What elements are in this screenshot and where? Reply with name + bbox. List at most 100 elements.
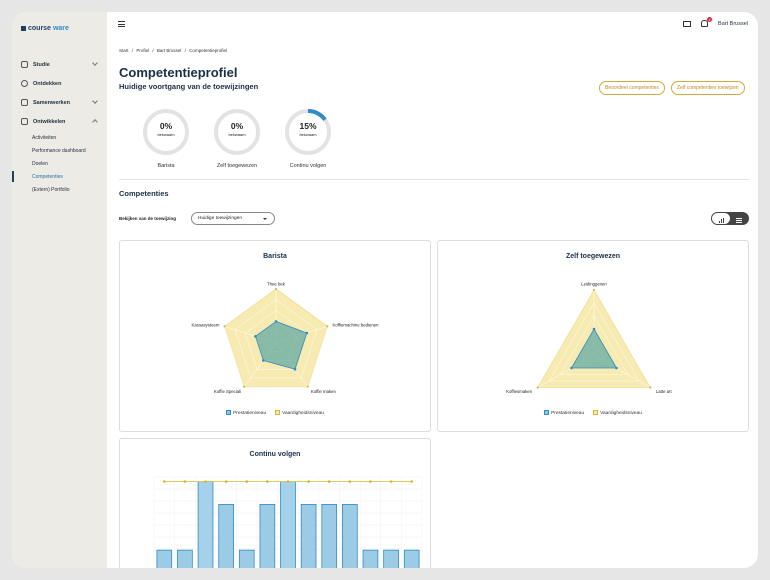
data-point	[223, 325, 226, 328]
radar-grid-ring	[244, 310, 308, 370]
sidebar: course ware Studie Ontdekken Samenwerken …	[12, 12, 107, 568]
legend-label: Prestatieniveau	[233, 411, 267, 416]
assess-competencies-button[interactable]: Beoordeel competenties	[599, 81, 665, 95]
sidebar-subitem-competenties[interactable]: Competenties	[12, 170, 107, 183]
legend-item[interactable]: Vaardigheidsniveau	[593, 410, 642, 416]
data-point	[293, 367, 297, 371]
gauge-caption: Zelf toegewezen	[216, 163, 258, 169]
breadcrumb-separator: /	[152, 48, 154, 53]
gauge-unit: bekwaam	[157, 132, 175, 137]
breadcrumb-user[interactable]: Bart Brussel	[156, 48, 182, 53]
top-bar-actions: 4 Bart Brussel	[683, 17, 748, 27]
radar-chart-barista: Thee bek Koffiemachine bedienen Koffie mak…	[192, 282, 380, 394]
gauge-caption: Barista	[157, 163, 175, 169]
radar-grid-ring	[548, 302, 640, 382]
data-point	[570, 366, 573, 370]
line-point	[245, 480, 249, 483]
bar	[259, 504, 276, 568]
bar	[321, 504, 338, 568]
compass-icon	[21, 80, 28, 87]
sidebar-subitem-performance-dashboard[interactable]: Performance dashboard	[32, 147, 86, 154]
line-point	[307, 480, 310, 483]
axis-label: Koffiesmaken	[506, 389, 533, 394]
series-prestatieniveau	[570, 328, 618, 369]
gauge-unit: bekwaam	[299, 132, 317, 137]
sidebar-item-label: Ontdekken	[33, 80, 62, 87]
breadcrumb-profiel[interactable]: Profiel	[136, 48, 150, 53]
bar	[300, 504, 317, 568]
data-point	[305, 331, 309, 335]
sidebar-item-studie[interactable]: Studie	[12, 55, 107, 74]
app-logo[interactable]: course ware	[21, 25, 69, 32]
gauge-unit: bekwaam	[228, 132, 246, 137]
data-point	[615, 366, 618, 370]
user-name[interactable]: Bart Brussel	[718, 20, 748, 27]
notification-icon[interactable]: 4	[701, 17, 713, 27]
bar	[362, 549, 379, 568]
chart-view-option[interactable]	[712, 213, 730, 224]
page-title: Competentieprofiel	[119, 65, 238, 80]
chart-legend: Prestatieniveau Vaardigheidsniveau	[120, 410, 430, 416]
chart-title: Continu volgen	[249, 451, 301, 458]
gauge-ring	[143, 109, 189, 155]
data-point	[592, 327, 596, 331]
legend-item[interactable]: Prestatieniveau	[544, 410, 584, 416]
handshake-icon	[21, 99, 28, 106]
sidebar-nav: Studie Ontdekken Samenwerken Ontwikkelen…	[12, 55, 107, 196]
data-point	[254, 335, 257, 338]
list-view-option[interactable]	[730, 213, 748, 224]
axis-label: Koffie Speciali	[214, 389, 241, 394]
sidebar-subitem-activiteiten[interactable]: Activiteiten	[32, 134, 57, 141]
chart-title: Barista	[263, 253, 287, 260]
chart-card-zelf-toegewezen: Zelf toegewezen Leidinggeven Latte art Kof…	[437, 240, 749, 432]
breadcrumb-start[interactable]: Start	[119, 48, 129, 53]
sidebar-subitem-portfolio[interactable]: (Extern) Portfolio	[32, 186, 70, 193]
data-point	[274, 287, 278, 291]
data-point	[649, 386, 652, 389]
sidebar-subitem-doelen[interactable]: Doelen	[32, 160, 48, 167]
axis-label: Thee bek	[267, 282, 286, 287]
line-point	[327, 480, 331, 483]
gauge-track	[143, 109, 189, 155]
assign-competencies-button[interactable]: Zelf competenties toewijzen	[671, 81, 745, 95]
list-icon	[736, 218, 742, 223]
radar-grid-ring	[559, 315, 629, 375]
data-point	[326, 325, 329, 328]
gauge-barista: 0% bekwaam Barista	[141, 107, 191, 169]
chart-title: Zelf toegewezen	[565, 253, 621, 260]
line-point	[369, 480, 372, 483]
legend-item[interactable]: Prestatieniveau	[226, 410, 266, 416]
gauge-continu-volgen: 15% bekwaam Continu volgen	[283, 107, 333, 169]
chevron-up-icon	[92, 119, 98, 125]
main-content: 4 Bart Brussel Start / Profiel / Bart Br…	[107, 12, 758, 568]
bar	[403, 549, 420, 568]
sidebar-item-label: Samenwerken	[33, 99, 70, 106]
mail-icon[interactable]	[683, 20, 692, 27]
gauge-ring	[214, 109, 260, 155]
sidebar-item-samenwerken[interactable]: Samenwerken	[12, 93, 107, 112]
chart-legend: Prestatieniveau Vaardigheidsniveau	[438, 410, 748, 416]
view-assignment-label: Bekijken van de toewijzing	[119, 216, 177, 221]
chevron-down-icon	[92, 98, 98, 104]
data-point	[262, 359, 265, 362]
legend-swatch	[275, 410, 281, 415]
view-toggle[interactable]	[711, 212, 749, 225]
axis-label: Koffie maken	[311, 389, 337, 394]
assignment-select[interactable]: Huidige toewijzingen	[191, 212, 275, 225]
menu-icon[interactable]	[118, 21, 125, 27]
series-prestatieniveau	[254, 320, 308, 370]
logo-mark-icon	[21, 26, 26, 31]
bar	[280, 481, 296, 568]
sidebar-item-ontdekken[interactable]: Ontdekken	[12, 74, 107, 93]
sidebar-item-ontwikkelen[interactable]: Ontwikkelen	[12, 112, 107, 131]
legend-label: Vaardigheidsniveau	[282, 411, 324, 416]
axis-label: Leidinggeven	[581, 282, 607, 287]
legend-item[interactable]: Vaardigheidsniveau	[275, 410, 324, 416]
line-point	[286, 480, 290, 483]
data-point	[592, 288, 596, 292]
breadcrumb: Start / Profiel / Bart Brussel / Compete…	[119, 48, 229, 53]
line-point	[163, 480, 166, 483]
book-icon	[21, 61, 28, 68]
page-subtitle: Huidige voortgang van de toewijzingen	[119, 82, 259, 91]
gauge-value: 15%	[299, 121, 317, 131]
